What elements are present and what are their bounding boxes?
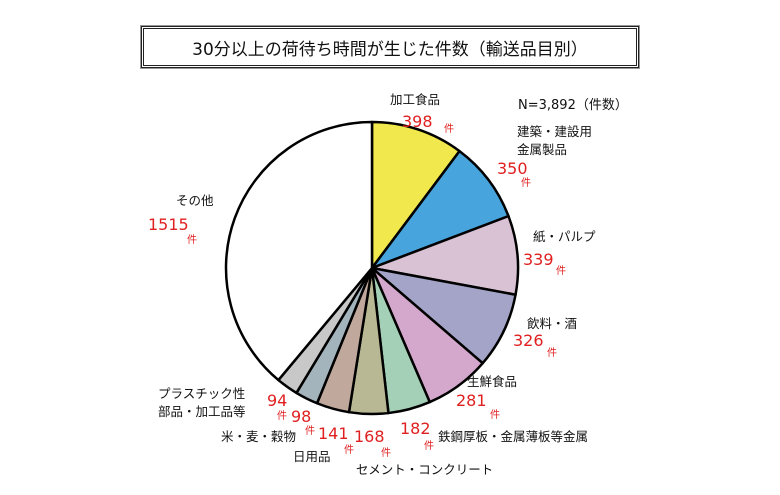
slice-label-9b: 部品・加工品等 bbox=[158, 404, 246, 419]
sample-size-note: N=3,892（件数） bbox=[518, 98, 628, 113]
slice-value-7: 141 bbox=[318, 424, 349, 443]
slice-value-2: 339 bbox=[523, 250, 554, 269]
slice-unit-5: 件 bbox=[424, 441, 434, 452]
slice-value-1: 350 bbox=[497, 159, 528, 178]
pie-slice-1 bbox=[370, 149, 510, 270]
pie-slice-10 bbox=[224, 120, 374, 382]
slice-label-0: 加工食品 bbox=[390, 92, 441, 107]
slice-label-1a: 建築・建設用 bbox=[517, 124, 593, 139]
slice-unit-7: 件 bbox=[344, 445, 354, 456]
slice-value-4: 281 bbox=[456, 391, 487, 410]
slice-label-9a: プラスチック性 bbox=[158, 386, 246, 401]
slice-value-8: 98 bbox=[291, 407, 312, 426]
slice-label-6: セメント・コンクリート bbox=[356, 462, 494, 477]
slice-unit-0: 件 bbox=[444, 124, 454, 135]
slice-unit-2: 件 bbox=[556, 266, 566, 277]
slice-unit-8: 件 bbox=[305, 426, 315, 437]
slice-unit-10: 件 bbox=[187, 235, 197, 246]
slice-label-8: 米・麦・穀物 bbox=[221, 429, 297, 444]
slice-label-4: 生鮮食品 bbox=[467, 374, 518, 389]
chart-title: 30分以上の荷待ち時間が生じた件数（輸送品目別） bbox=[141, 26, 639, 68]
slice-unit-6: 件 bbox=[381, 448, 391, 459]
pie-slice-0 bbox=[370, 120, 461, 270]
slice-label-7: 日用品 bbox=[293, 449, 331, 464]
slice-value-9: 94 bbox=[267, 391, 288, 410]
slice-unit-4: 件 bbox=[490, 410, 500, 421]
slice-label-5: 鉄鋼厚板・金属薄板等金属 bbox=[438, 429, 589, 444]
slice-value-0: 398 bbox=[402, 112, 433, 131]
slice-value-6: 168 bbox=[354, 427, 385, 446]
slice-label-1b: 金属製品 bbox=[517, 142, 568, 157]
slice-label-2: 紙・パルプ bbox=[533, 229, 596, 244]
slice-unit-9: 件 bbox=[277, 411, 287, 422]
slice-value-3: 326 bbox=[513, 331, 544, 350]
slice-value-5: 182 bbox=[400, 419, 431, 438]
slice-unit-1: 件 bbox=[521, 178, 531, 189]
slice-value-10: 1515 bbox=[148, 215, 189, 234]
slice-label-10: その他 bbox=[176, 193, 214, 208]
slice-unit-3: 件 bbox=[547, 348, 557, 359]
slice-label-3: 飲料・酒 bbox=[527, 316, 578, 331]
